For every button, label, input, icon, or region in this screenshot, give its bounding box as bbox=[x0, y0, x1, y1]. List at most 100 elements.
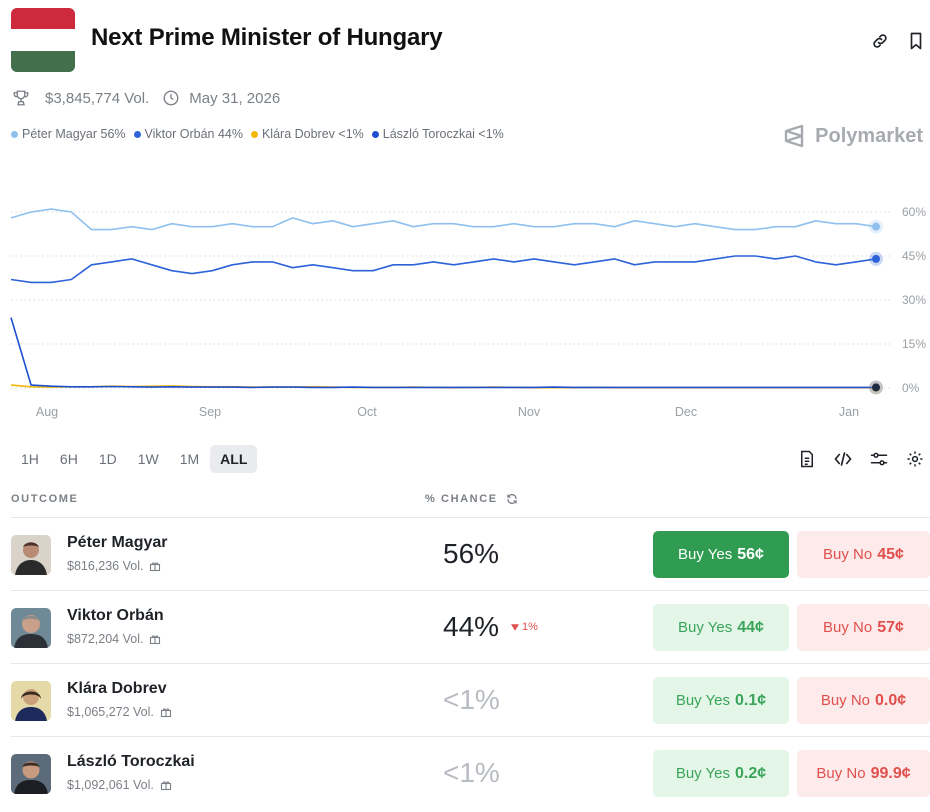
series-end-dot bbox=[872, 222, 880, 231]
code-embed-icon[interactable] bbox=[832, 448, 854, 470]
buy-yes-button[interactable]: Buy Yes 0.1¢ bbox=[653, 677, 789, 724]
range-all[interactable]: ALL bbox=[210, 445, 258, 473]
legend-item: László Toroczkai <1% bbox=[371, 127, 504, 141]
range-6h[interactable]: 6H bbox=[59, 451, 78, 467]
series-end-dot bbox=[872, 383, 880, 392]
page-title: Next Prime Minister of Hungary bbox=[91, 24, 443, 51]
avatar-laszlo-toroczkai bbox=[11, 754, 51, 794]
row-divider bbox=[11, 663, 930, 664]
outcome-volume: $872,204 Vol. bbox=[67, 632, 161, 646]
refresh-icon[interactable] bbox=[506, 493, 518, 505]
row-divider bbox=[11, 736, 930, 737]
legend-label: Klára Dobrev <1% bbox=[261, 127, 364, 141]
avatar-peter-magyar bbox=[11, 535, 51, 575]
outcome-name: László Toroczkai bbox=[67, 753, 195, 770]
buy-no-button[interactable]: Buy No 99.9¢ bbox=[797, 750, 930, 797]
outcome-volume-text: $1,065,272 Vol. bbox=[67, 705, 154, 719]
avatar-klara-dobrev bbox=[11, 681, 51, 721]
legend-item: Viktor Orbán 44% bbox=[133, 127, 243, 141]
market-meta: $3,845,774 Vol. May 31, 2026 bbox=[11, 88, 280, 108]
sliders-icon[interactable] bbox=[868, 448, 890, 470]
gift-icon bbox=[149, 560, 161, 572]
buy-yes-button[interactable]: Buy Yes 0.2¢ bbox=[653, 750, 789, 797]
legend-dot bbox=[250, 130, 258, 138]
range-1w[interactable]: 1W bbox=[137, 451, 159, 467]
y-tick-label: 30% bbox=[902, 293, 926, 307]
buy-yes-price: 56¢ bbox=[737, 545, 764, 563]
legend-item: Klára Dobrev <1% bbox=[250, 127, 364, 141]
gift-icon bbox=[160, 779, 172, 791]
outcome-volume-text: $1,092,061 Vol. bbox=[67, 778, 154, 792]
buy-no-price: 0.0¢ bbox=[875, 691, 907, 709]
range-1m[interactable]: 1M bbox=[179, 451, 200, 467]
legend-dot bbox=[133, 130, 141, 138]
buy-no-price: 99.9¢ bbox=[870, 764, 911, 782]
outcome-name: Péter Magyar bbox=[67, 534, 168, 551]
buy-no-button[interactable]: Buy No 57¢ bbox=[797, 604, 930, 651]
y-tick-label: 45% bbox=[902, 249, 926, 263]
price-history-chart[interactable]: 60% 45% 30% 15% 0% Aug Sep Oct Nov Dec Jan bbox=[0, 190, 930, 420]
buy-no-label: Buy No bbox=[816, 765, 866, 782]
outcome-name: Viktor Orbán bbox=[67, 607, 164, 624]
buy-yes-button[interactable]: Buy Yes 56¢ bbox=[653, 531, 789, 578]
avatar-viktor-orban bbox=[11, 608, 51, 648]
clock-icon bbox=[161, 88, 181, 108]
outcome-row-laszlo-toroczkai[interactable]: László Toroczkai $1,092,061 Vol. <1% Buy… bbox=[11, 737, 930, 810]
outcome-chance: <1% bbox=[443, 757, 500, 788]
buy-no-button[interactable]: Buy No 45¢ bbox=[797, 531, 930, 578]
row-divider bbox=[11, 590, 930, 591]
end-date-text: May 31, 2026 bbox=[189, 89, 281, 107]
chance-change-value: 1% bbox=[522, 621, 538, 633]
buy-no-button[interactable]: Buy No 0.0¢ bbox=[797, 677, 930, 724]
chance-change: 1% bbox=[511, 621, 538, 633]
table-divider bbox=[11, 517, 930, 518]
y-tick-label: 0% bbox=[902, 381, 920, 395]
outcome-chance: <1% bbox=[443, 684, 500, 715]
buy-yes-button[interactable]: Buy Yes 44¢ bbox=[653, 604, 789, 651]
chance-column-label: % CHANCE bbox=[425, 493, 498, 505]
x-tick-label: Aug bbox=[36, 405, 58, 419]
brand-name: Polymarket bbox=[815, 124, 923, 147]
buy-yes-price: 0.2¢ bbox=[735, 764, 767, 782]
buy-no-label: Buy No bbox=[823, 619, 873, 636]
flag-stripe-white bbox=[11, 29, 75, 51]
outcome-volume-text: $816,236 Vol. bbox=[67, 559, 144, 573]
trophy-icon bbox=[11, 88, 31, 108]
chart-tools bbox=[782, 448, 926, 470]
buy-yes-label: Buy Yes bbox=[678, 546, 733, 563]
y-tick-label: 15% bbox=[902, 337, 926, 351]
buy-yes-label: Buy Yes bbox=[678, 619, 733, 636]
outcome-chance: 56% bbox=[443, 538, 500, 569]
legend-item: Péter Magyar 56% bbox=[11, 127, 126, 141]
gift-icon bbox=[149, 633, 161, 645]
series-line bbox=[10, 317, 876, 389]
series-end-dot bbox=[872, 254, 880, 263]
buy-no-label: Buy No bbox=[820, 692, 871, 709]
outcome-row-viktor-orban[interactable]: Viktor Orbán $872,204 Vol. 44% 1% Buy Ye… bbox=[11, 591, 930, 664]
outcome-row-klara-dobrev[interactable]: Klára Dobrev $1,065,272 Vol. <1% Buy Yes… bbox=[11, 664, 930, 737]
x-tick-label: Oct bbox=[357, 405, 377, 419]
settings-gear-icon[interactable] bbox=[904, 448, 926, 470]
range-1d[interactable]: 1D bbox=[98, 451, 117, 467]
outcome-column-header: OUTCOME bbox=[11, 493, 79, 505]
outcome-volume-text: $872,204 Vol. bbox=[67, 632, 144, 646]
outcome-row-peter-magyar[interactable]: Péter Magyar $816,236 Vol. 56% Buy Yes 56… bbox=[11, 518, 930, 591]
legend-label: László Toroczkai <1% bbox=[382, 127, 504, 141]
polymarket-logo-icon bbox=[783, 124, 805, 148]
y-tick-label: 60% bbox=[902, 205, 926, 219]
range-1h[interactable]: 1H bbox=[21, 451, 39, 467]
outcome-volume: $1,092,061 Vol. bbox=[67, 778, 172, 792]
buy-yes-label: Buy Yes bbox=[675, 765, 731, 782]
legend-dot bbox=[371, 130, 379, 138]
buy-yes-price: 0.1¢ bbox=[735, 691, 767, 709]
outcome-volume: $1,065,272 Vol. bbox=[67, 705, 172, 719]
polymarket-watermark: Polymarket bbox=[783, 124, 923, 148]
series-line bbox=[10, 208, 877, 231]
document-icon[interactable] bbox=[796, 448, 818, 470]
flag-stripe-green bbox=[11, 50, 75, 72]
chart-svg[interactable]: 60% 45% 30% 15% 0% Aug Sep Oct Nov Dec Jan bbox=[0, 190, 930, 420]
link-icon[interactable] bbox=[869, 30, 891, 52]
bookmark-icon[interactable] bbox=[905, 30, 927, 52]
outcome-chance: 44% bbox=[443, 611, 500, 642]
legend-label: Viktor Orbán 44% bbox=[144, 127, 243, 141]
